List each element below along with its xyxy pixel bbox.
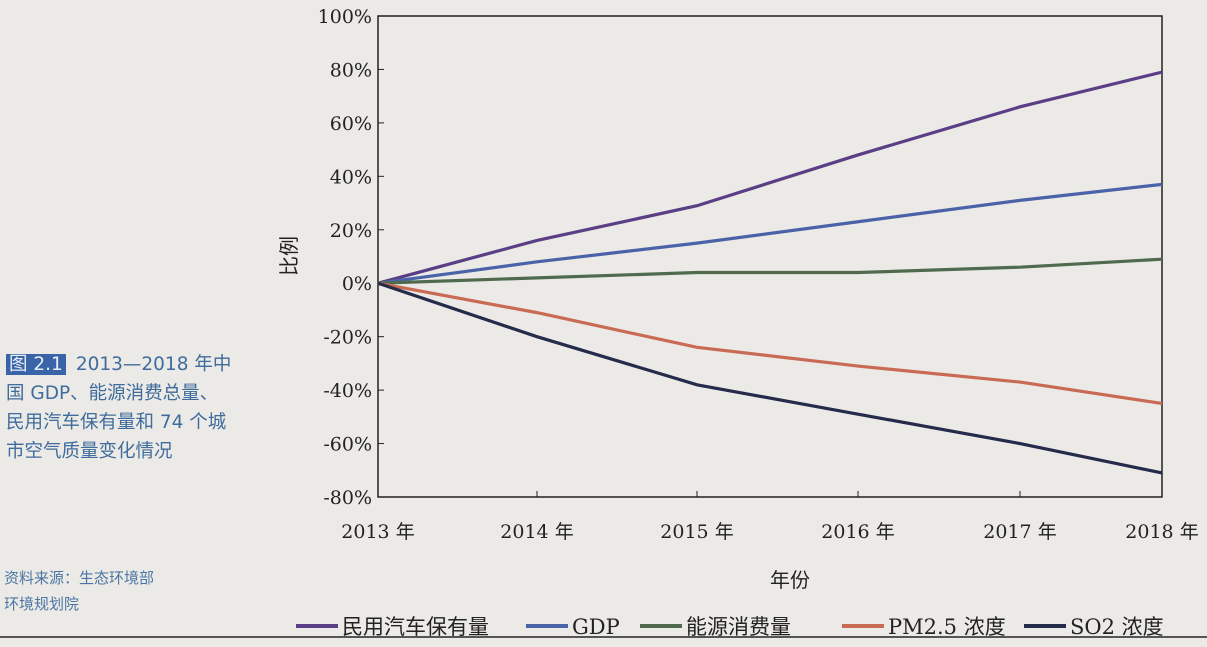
y-tick-label: 0% [342, 273, 372, 295]
x-axis-label: 年份 [770, 568, 810, 592]
y-tick-label: 40% [330, 166, 372, 188]
legend-label-0: 民用汽车保有量 [342, 615, 489, 639]
x-tick-label: 2014 年 [500, 521, 573, 543]
figure-caption: 图 2.1 2013—2018 年中国 GDP、能源消费总量、民用汽车保有量和 7… [6, 350, 236, 466]
x-tick-label: 2017 年 [983, 521, 1056, 543]
y-tick-label: 20% [330, 220, 372, 242]
y-axis-label: 比例 [277, 236, 301, 276]
legend-label-2: 能源消费量 [686, 615, 791, 639]
plot-frame [377, 15, 1163, 498]
series-line-1 [377, 182, 1163, 285]
source-line-2: 环境规划院 [4, 595, 80, 613]
figure-caption-text: 2013—2018 年中国 GDP、能源消费总量、民用汽车保有量和 74 个城市… [6, 354, 232, 462]
y-tick-label: 100% [318, 6, 372, 28]
y-tick-label: -40% [323, 380, 372, 402]
series-line-0 [377, 70, 1163, 285]
x-tick-label: 2015 年 [660, 521, 733, 543]
x-tick-label: 2013 年 [341, 521, 414, 543]
legend-label-3: PM2.5 浓度 [888, 615, 1006, 639]
source-note: 资料来源：生态环境部 环境规划院 [4, 565, 234, 617]
source-line-1: 资料来源：生态环境部 [4, 569, 155, 587]
y-tick-label: 80% [330, 59, 372, 81]
y-tick-label: -20% [323, 327, 372, 349]
series-line-2 [377, 257, 1163, 285]
y-tick-label: -80% [323, 487, 372, 509]
y-tick-label: 60% [330, 113, 372, 135]
x-tick-label: 2016 年 [821, 521, 894, 543]
series-line-4 [377, 281, 1163, 475]
page-rule [0, 636, 1207, 638]
figure-label: 图 2.1 [6, 354, 66, 375]
legend-label-4: SO2 浓度 [1070, 615, 1164, 639]
y-tick-label: -60% [323, 434, 372, 456]
x-tick-label: 2018 年 [1125, 521, 1198, 543]
legend-label-1: GDP [572, 615, 620, 639]
series-line-3 [377, 281, 1163, 406]
